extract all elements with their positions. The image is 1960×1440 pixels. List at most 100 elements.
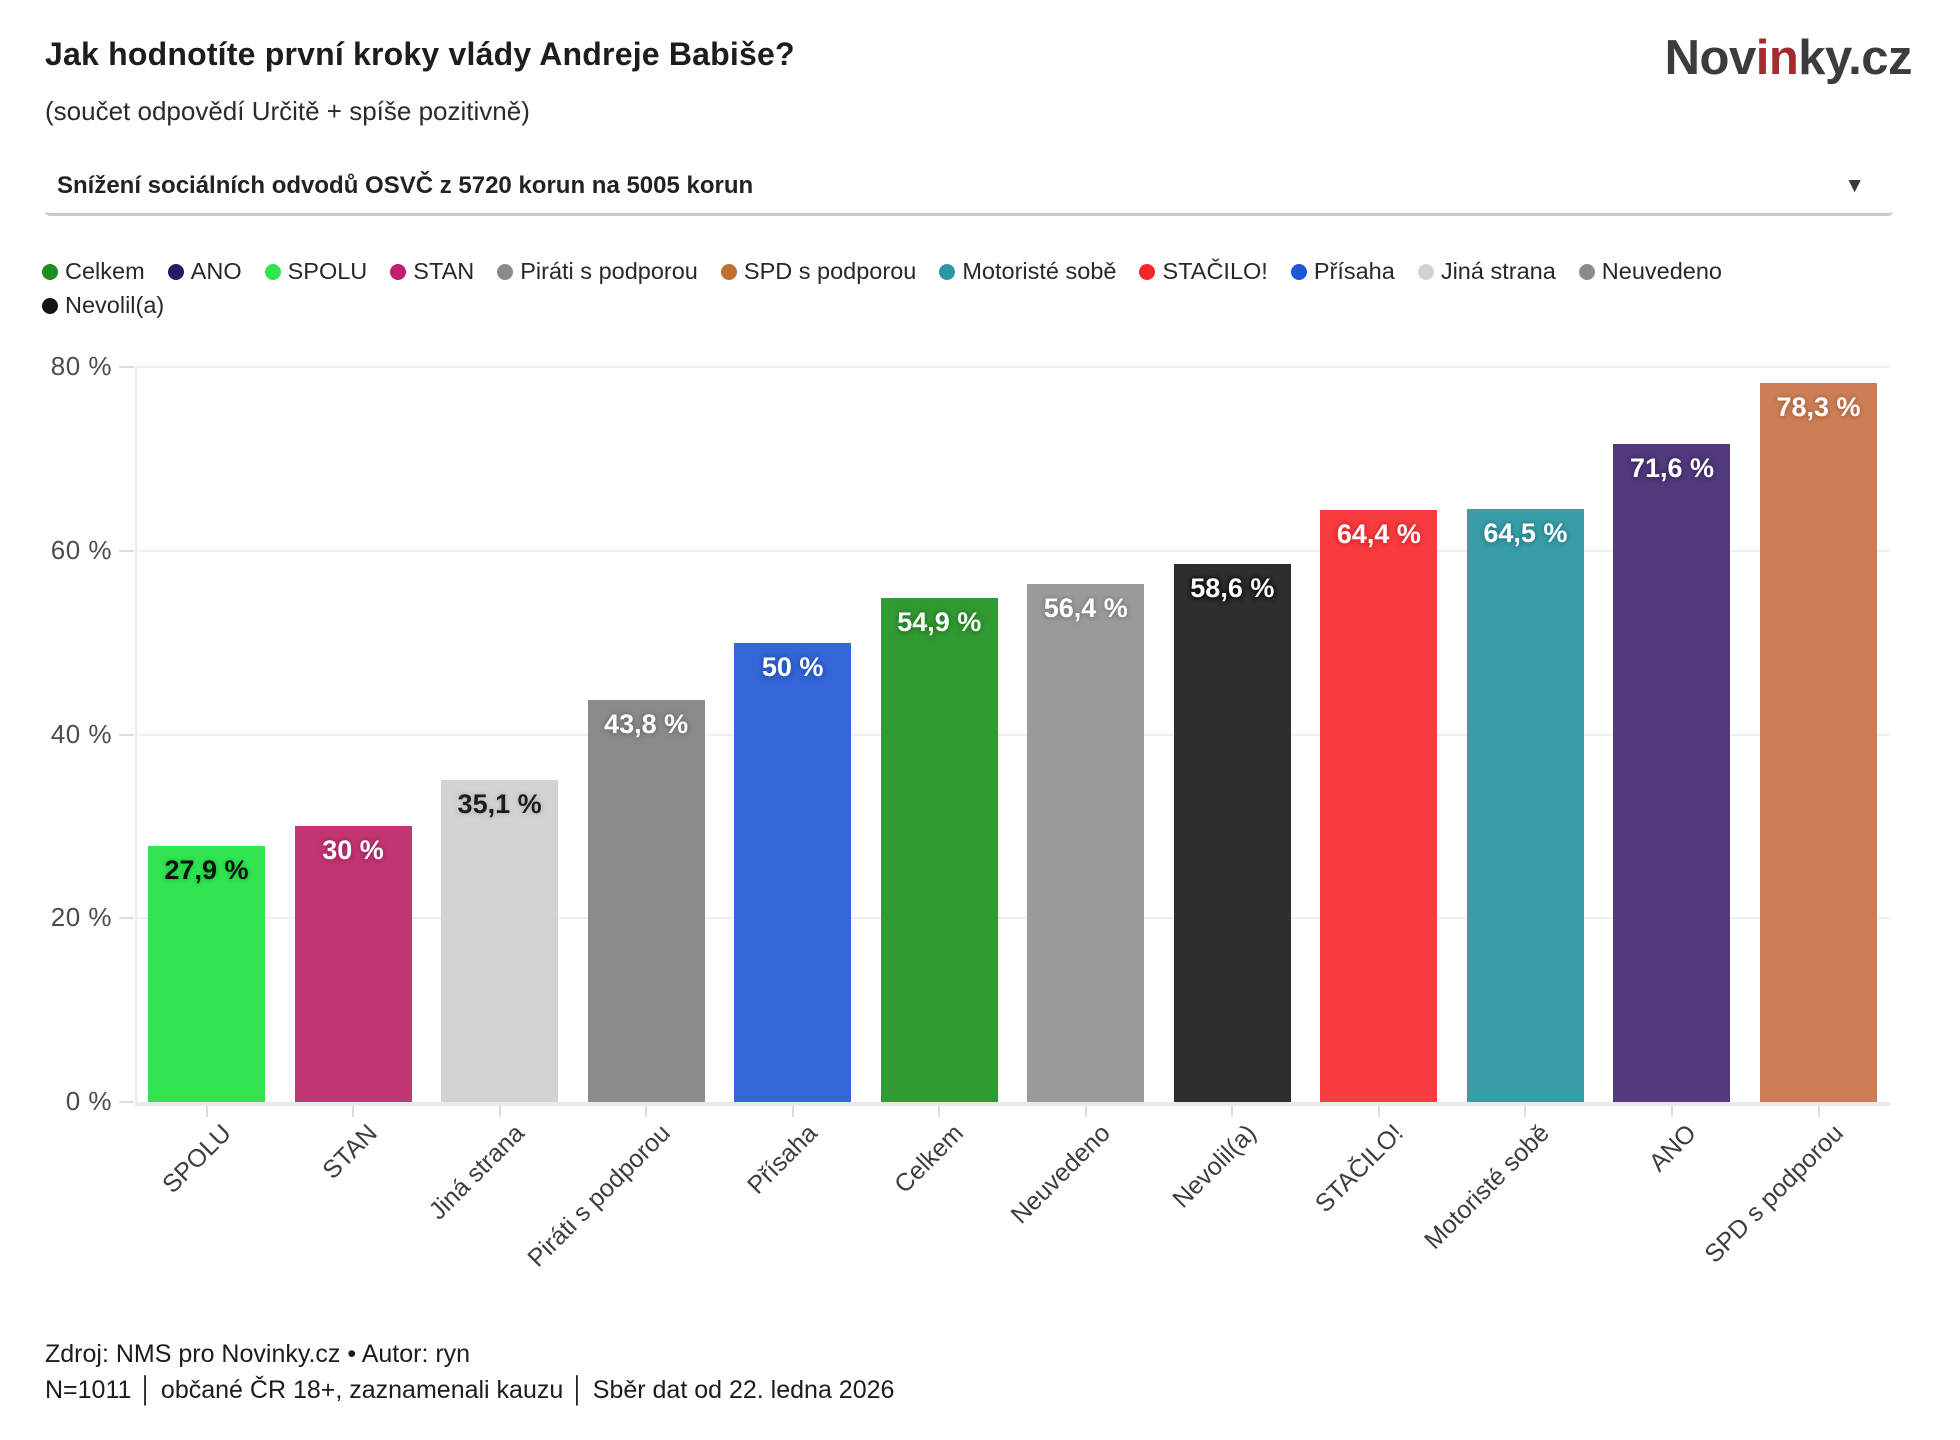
legend-color-dot — [42, 297, 58, 314]
x-tick-mark — [938, 1106, 941, 1117]
bar: 35,1 % — [441, 779, 559, 1102]
x-axis-label: SPD s podporou — [1698, 1119, 1849, 1269]
legend-item: SPD s podporou — [720, 258, 917, 285]
y-tick-mark — [119, 917, 134, 920]
y-tick-mark — [119, 549, 134, 552]
bar: 27,9 % — [148, 845, 265, 1102]
x-tick-mark — [1084, 1106, 1087, 1117]
sample-note: N=1011 │ občané ČR 18+, zaznamenali kauz… — [45, 1376, 895, 1404]
y-tick-mark — [119, 366, 134, 368]
legend-color-dot — [1417, 263, 1434, 280]
legend-label: STAN — [413, 258, 475, 284]
x-axis-line — [135, 1102, 1890, 1106]
legend-color-dot — [167, 263, 184, 280]
x-axis-label: Motoristé sobě — [1419, 1119, 1556, 1255]
bar-chart: 27,9 % 30 % 35,1 % 43,8 % 50 % 54,9 % 56,4 % 58… — [0, 351, 1960, 1272]
legend-label: STAČILO! — [1162, 258, 1268, 284]
legend-row: Nevolil(a) — [42, 292, 1745, 319]
legend-item: Přísaha — [1290, 258, 1395, 285]
x-tick-mark — [205, 1106, 208, 1117]
bar: 64,4 % — [1320, 510, 1438, 1102]
legend-label: Jiná strana — [1440, 258, 1556, 284]
dropdown-selected-value: Snížení sociálních odvodů OSVČ z 5720 ko… — [57, 171, 754, 199]
legend-label: ANO — [190, 258, 242, 284]
x-axis-label: ANO — [1643, 1119, 1702, 1178]
logo-part-1: Nov — [1664, 31, 1757, 85]
y-axis-label: 20 % — [50, 902, 112, 933]
legend-label: Piráti s podporou — [520, 258, 698, 284]
page-subtitle: (součet odpovědí Určitě + spíše pozitivn… — [45, 96, 530, 126]
bar-value-label: 54,9 % — [897, 606, 982, 637]
legend-item: STAN — [390, 258, 474, 285]
novinky-logo: Novinky.cz — [1664, 30, 1913, 86]
bar-value-label: 78,3 % — [1776, 391, 1861, 422]
y-tick-mark — [119, 1101, 134, 1103]
legend-label: Neuvedeno — [1601, 258, 1722, 284]
legend-label: SPD s podporou — [743, 258, 917, 284]
question-dropdown[interactable]: Snížení sociálních odvodů OSVČ z 5720 ko… — [45, 164, 1893, 216]
y-tick-mark — [119, 733, 134, 736]
gridline — [135, 549, 1890, 552]
bar-value-label: 56,4 % — [1043, 592, 1128, 623]
legend-label: Celkem — [65, 258, 145, 284]
legend-item: Jiná strana — [1417, 258, 1556, 285]
x-axis-label: Celkem — [889, 1119, 970, 1199]
x-axis-label: Přísaha — [741, 1119, 823, 1200]
bar-value-label: 43,8 % — [604, 708, 689, 739]
bar-value-label: 58,6 % — [1190, 572, 1275, 603]
x-axis-label: Piráti s podporou — [522, 1119, 676, 1273]
y-axis-label: 0 % — [65, 1086, 112, 1116]
bar: 56,4 % — [1027, 583, 1145, 1102]
legend-row: Celkem ANO SPOLU STAN Piráti s podporou SPD s… — [42, 258, 1745, 285]
legend-item: Motoristé sobě — [939, 258, 1116, 285]
legend-item: ANO — [167, 258, 242, 285]
logo-part-2: ky.cz — [1798, 31, 1912, 85]
bar: 30 % — [294, 826, 412, 1102]
y-axis-label: 40 % — [50, 718, 112, 749]
legend-color-dot — [390, 263, 407, 280]
x-axis-label: STAČILO! — [1309, 1119, 1409, 1219]
legend-item: Celkem — [42, 258, 145, 285]
bar: 50 % — [734, 642, 852, 1102]
x-tick-mark — [645, 1106, 648, 1117]
legend-label: Motoristé sobě — [962, 258, 1117, 284]
x-tick-mark — [1524, 1106, 1527, 1117]
gridline — [135, 733, 1890, 736]
logo-part-accent: in — [1755, 31, 1799, 85]
gridline — [135, 366, 1890, 368]
bar-value-label: 50 % — [761, 651, 824, 682]
legend-item: SPOLU — [264, 258, 368, 285]
bar: 64,5 % — [1466, 509, 1584, 1102]
x-tick-mark — [1817, 1106, 1820, 1117]
x-axis-label: Nevolil(a) — [1167, 1119, 1263, 1214]
legend-label: Přísaha — [1313, 258, 1395, 284]
legend-label: SPOLU — [287, 258, 368, 284]
y-axis-label: 60 % — [50, 534, 112, 565]
source-text: Zdroj: NMS pro Novinky.cz • Autor: ryn — [45, 1340, 471, 1368]
chevron-down-icon: ▼ — [1844, 174, 1865, 197]
legend-item: Neuvedeno — [1578, 258, 1722, 285]
x-tick-mark — [1670, 1106, 1673, 1117]
bar-value-label: 35,1 % — [457, 788, 542, 819]
x-tick-mark — [1377, 1106, 1380, 1117]
legend-item: STAČILO! — [1139, 258, 1268, 285]
legend-color-dot — [1578, 263, 1595, 280]
legend-item: Nevolil(a) — [42, 292, 164, 319]
x-axis-label: STAN — [317, 1119, 383, 1185]
bar-value-label: 30 % — [322, 835, 384, 866]
x-axis-label: Neuvedeno — [1005, 1119, 1116, 1230]
gridline — [135, 917, 1890, 920]
bar: 58,6 % — [1173, 563, 1291, 1102]
bar-value-label: 71,6 % — [1629, 453, 1714, 484]
legend-color-dot — [264, 263, 281, 280]
plot-area: 27,9 % 30 % 35,1 % 43,8 % 50 % 54,9 % 56,4 % 58… — [135, 366, 1890, 1106]
legend-label: Nevolil(a) — [65, 292, 165, 318]
legend-color-dot — [720, 263, 737, 280]
bar-value-label: 27,9 % — [164, 854, 249, 885]
y-axis-label: 80 % — [50, 351, 112, 381]
x-tick-mark — [791, 1106, 794, 1117]
legend-color-dot — [939, 263, 956, 280]
x-axis-label: Jiná strana — [423, 1119, 530, 1226]
legend-color-dot — [1290, 263, 1307, 280]
